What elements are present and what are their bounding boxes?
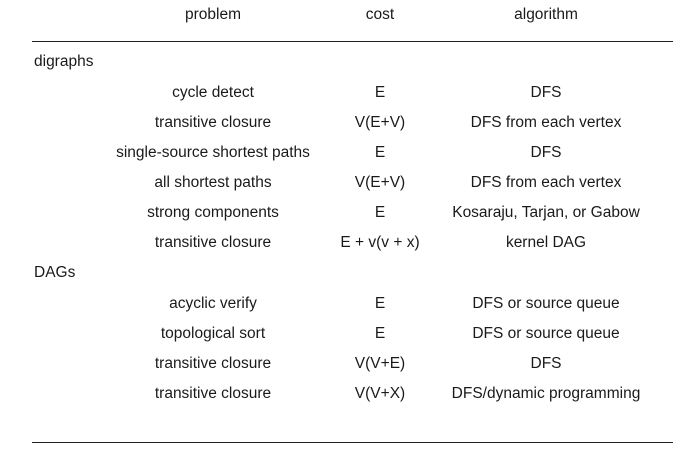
- algorithm-cell: DFS/dynamic programming: [451, 385, 641, 402]
- cost-cell: E: [374, 84, 386, 101]
- algorithm-cell: kernel DAG: [505, 234, 587, 251]
- algorithm-cell: DFS: [530, 355, 562, 372]
- problem-cell: all shortest paths: [154, 174, 272, 191]
- cost-cell: E: [374, 325, 386, 342]
- algorithm-cell: DFS from each vertex: [470, 114, 622, 131]
- problem-cell: topological sort: [160, 325, 266, 342]
- bottom-rule: [32, 442, 673, 443]
- cost-cell: V(E+V): [354, 174, 406, 191]
- problem-cell: transitive closure: [154, 234, 272, 251]
- algorithm-cell: DFS: [530, 144, 562, 161]
- cost-cell: E + v(v + x): [340, 234, 420, 251]
- cost-cell: V(E+V): [354, 114, 406, 131]
- group-label-digraphs: digraphs: [34, 53, 94, 70]
- problem-cell: transitive closure: [154, 355, 272, 372]
- problem-cell: transitive closure: [154, 114, 272, 131]
- algorithm-cell: DFS from each vertex: [470, 174, 622, 191]
- group-label-dags: DAGs: [34, 264, 76, 281]
- cost-cell: V(V+X): [354, 385, 406, 402]
- problem-cell: cycle detect: [172, 84, 254, 101]
- algorithm-cell: Kosaraju, Tarjan, or Gabow: [452, 204, 640, 221]
- top-rule: [32, 41, 673, 42]
- cost-cell: E: [374, 144, 386, 161]
- problem-cell: single-source shortest paths: [116, 144, 310, 161]
- cost-cell: E: [374, 295, 386, 312]
- header-problem: problem: [185, 6, 241, 23]
- header-algorithm: algorithm: [514, 6, 578, 23]
- cost-cell: V(V+E): [354, 355, 406, 372]
- algorithm-cell: DFS or source queue: [472, 325, 620, 342]
- cost-cell: E: [374, 204, 386, 221]
- problem-cell: strong components: [147, 204, 279, 221]
- algorithm-cell: DFS or source queue: [472, 295, 620, 312]
- problem-cell: transitive closure: [154, 385, 272, 402]
- problem-cell: acyclic verify: [169, 295, 257, 312]
- header-cost: cost: [365, 6, 395, 23]
- algorithm-cell: DFS: [530, 84, 562, 101]
